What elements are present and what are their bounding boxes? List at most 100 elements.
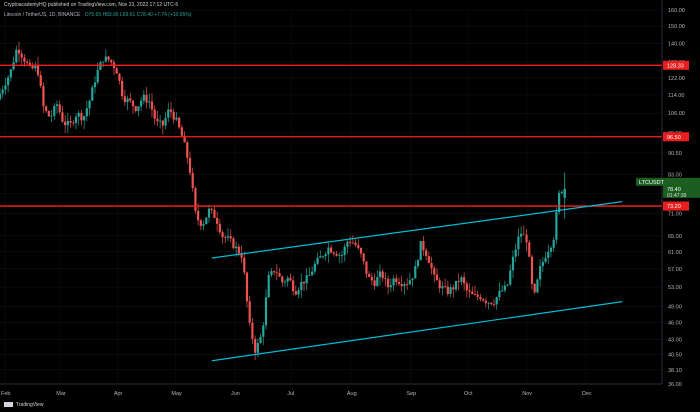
candle-body xyxy=(530,256,534,284)
candle-body xyxy=(528,242,531,257)
candle-body xyxy=(479,296,482,300)
candle-body xyxy=(487,302,490,304)
level-mid-badge-text: 96.50 xyxy=(667,135,681,141)
candle-body xyxy=(210,208,213,210)
candle-body xyxy=(23,57,26,62)
candle-body xyxy=(292,280,295,292)
candle-body xyxy=(205,217,208,225)
candle-body xyxy=(389,285,392,288)
candle-body xyxy=(259,336,262,344)
candle-body xyxy=(17,49,21,54)
candle-body xyxy=(468,290,471,292)
candle-body xyxy=(1,89,4,94)
candle-body xyxy=(294,291,297,295)
candle-body xyxy=(547,251,550,258)
candle-body xyxy=(552,239,555,248)
candle-body xyxy=(254,338,257,353)
candle-body xyxy=(321,256,325,257)
candle-body xyxy=(7,77,10,86)
candle-body xyxy=(311,271,314,276)
candle-body xyxy=(28,62,31,66)
horizontal-levels[interactable] xyxy=(0,64,662,207)
candle-body xyxy=(9,69,12,78)
candle-body xyxy=(419,241,422,261)
price-tick-label: 36.00 xyxy=(668,382,682,388)
candle-body xyxy=(359,247,363,254)
time-tick-label: Apr xyxy=(114,391,123,397)
candle-body xyxy=(457,280,460,282)
candle-body xyxy=(91,87,94,101)
channel-upper-line[interactable] xyxy=(211,201,623,259)
candle-body xyxy=(370,276,373,281)
time-axis[interactable]: Feb Mar Apr May Jun Jul Aug Sep Oct Nov Dec xyxy=(0,383,662,397)
candle-body xyxy=(351,242,354,244)
candle-body xyxy=(4,85,7,90)
candle-body xyxy=(140,100,143,107)
candle-body xyxy=(514,249,517,257)
candle-body xyxy=(406,284,409,286)
candle-body xyxy=(229,236,232,239)
candle-body xyxy=(330,247,333,253)
level-mid-badge-bg xyxy=(663,132,689,142)
candle-body xyxy=(118,73,121,81)
candle-body xyxy=(53,105,56,116)
candle-body xyxy=(465,283,468,291)
time-tick-label: Nov xyxy=(522,391,532,397)
level-high-badge: 128.33 xyxy=(663,60,689,70)
candle-body xyxy=(199,220,202,226)
candle-body xyxy=(533,283,536,293)
candle-body xyxy=(378,271,382,278)
candle-body xyxy=(511,256,515,271)
candle-body xyxy=(61,112,64,122)
candle-body xyxy=(80,112,83,121)
candle-body xyxy=(384,278,387,280)
candle-body xyxy=(20,53,23,58)
candle-body xyxy=(137,106,140,112)
time-tick-label: Oct xyxy=(464,391,473,397)
candle-body xyxy=(36,64,40,76)
candle-body xyxy=(150,101,154,110)
symbol-name: Litecoin / TetherUS, 1D, BINANCE xyxy=(4,12,81,18)
time-tick-label: May xyxy=(171,391,182,397)
price-tick-label: 114.00 xyxy=(668,93,684,99)
candle-body xyxy=(392,278,395,286)
candle-body xyxy=(297,290,300,295)
ohlc-values: O75.65 H83.66 L69.61 C78.40 +7.74 (+10.9… xyxy=(84,12,192,18)
tradingview-footer[interactable]: TradingView xyxy=(4,402,44,408)
candle-body xyxy=(501,290,504,292)
candlestick-series xyxy=(0,41,566,361)
candle-body xyxy=(74,116,78,124)
candle-body xyxy=(96,69,99,83)
tradingview-logo-icon xyxy=(4,402,13,408)
candle-body xyxy=(175,117,178,120)
channel-lower-line[interactable] xyxy=(211,301,623,362)
price-tick-label: 61.00 xyxy=(668,250,682,256)
time-tick-label: Sep xyxy=(406,391,416,397)
candle-body xyxy=(243,257,246,273)
price-tick-label: 43.00 xyxy=(668,337,682,343)
brand-label: TradingView xyxy=(16,402,44,408)
candle-body xyxy=(232,238,235,249)
time-tick-label: Feb xyxy=(1,391,10,397)
candle-body xyxy=(197,210,200,221)
candle-body xyxy=(476,294,479,297)
candle-body xyxy=(278,272,281,277)
candle-body xyxy=(270,271,273,276)
candle-body xyxy=(340,255,344,256)
candle-body xyxy=(509,270,512,285)
candle-body xyxy=(66,121,69,126)
candle-body xyxy=(26,61,29,63)
candle-body xyxy=(346,241,349,247)
candle-body xyxy=(153,109,156,119)
candle-body xyxy=(221,232,224,238)
candle-body xyxy=(99,62,102,70)
level-low-badge-bg xyxy=(663,201,689,211)
price-tick-label: 38.10 xyxy=(668,368,682,374)
price-tick-label: 83.00 xyxy=(668,173,682,179)
candle-body xyxy=(0,93,2,100)
candle-body xyxy=(376,277,379,286)
ascending-channel[interactable] xyxy=(211,201,623,362)
candle-body xyxy=(224,237,227,238)
